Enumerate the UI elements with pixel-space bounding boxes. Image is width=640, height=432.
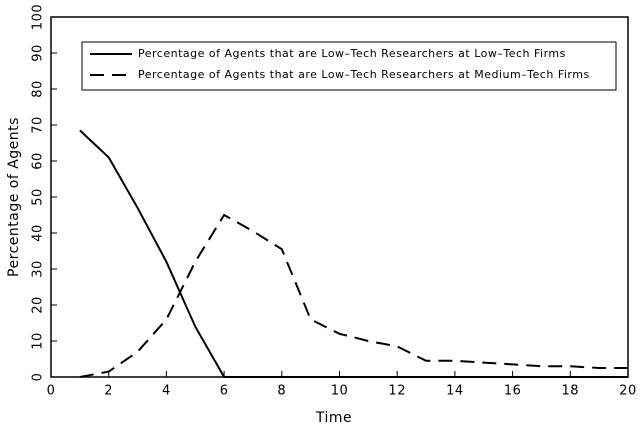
x-tick-label: 10 bbox=[331, 384, 349, 399]
y-axis-title: Percentage of Agents bbox=[6, 117, 22, 277]
x-tick-label: 4 bbox=[162, 384, 171, 399]
y-tick-label: 10 bbox=[31, 332, 46, 350]
legend-box bbox=[81, 41, 617, 91]
x-tick-label: 18 bbox=[562, 384, 580, 399]
legend-label: Percentage of Agents that are Low–Tech R… bbox=[138, 47, 566, 60]
y-tick-label: 70 bbox=[31, 116, 46, 134]
series-line bbox=[79, 213, 628, 378]
x-tick-label: 14 bbox=[446, 384, 464, 399]
x-axis-title: Time bbox=[315, 410, 352, 426]
x-tick-label: 2 bbox=[104, 384, 113, 399]
y-tick-label: 40 bbox=[31, 224, 46, 242]
series-line bbox=[79, 129, 628, 378]
x-tick-label: 8 bbox=[277, 384, 286, 399]
y-tick-label: 20 bbox=[31, 296, 46, 314]
y-tick-label: 60 bbox=[31, 152, 46, 170]
x-tick-label: 16 bbox=[504, 384, 522, 399]
y-tick-label: 50 bbox=[31, 188, 46, 206]
x-tick-label: 6 bbox=[220, 384, 229, 399]
y-tick-label: 0 bbox=[31, 373, 46, 382]
y-tick-label: 100 bbox=[31, 4, 46, 30]
x-tick-label: 20 bbox=[619, 384, 637, 399]
y-tick-label: 90 bbox=[31, 44, 46, 62]
legend-label: Percentage of Agents that are Low–Tech R… bbox=[138, 68, 590, 81]
x-tick-label: 12 bbox=[388, 384, 406, 399]
y-tick-label: 80 bbox=[31, 80, 46, 98]
y-tick-label: 30 bbox=[31, 260, 46, 278]
x-tick-label: 0 bbox=[47, 384, 56, 399]
